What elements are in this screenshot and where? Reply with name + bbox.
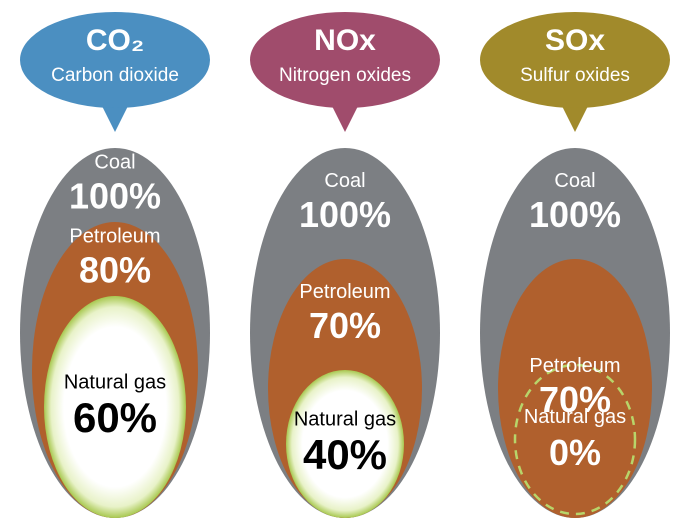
header-title: SOx <box>545 24 605 57</box>
header-pointer <box>329 100 361 132</box>
header-bubble <box>20 12 210 108</box>
value-label: 100% <box>299 194 391 235</box>
category-label: Petroleum <box>299 281 390 303</box>
natural-gas-area <box>44 296 186 518</box>
value-label: 100% <box>69 176 161 217</box>
value-label: 80% <box>79 250 151 291</box>
category-label: Coal <box>94 151 135 173</box>
category-label: Coal <box>554 170 595 192</box>
value-label: 0% <box>549 432 601 473</box>
value-label: 100% <box>529 194 621 235</box>
category-label: Petroleum <box>69 225 160 247</box>
header-bubble <box>480 12 670 108</box>
category-label: Natural gas <box>64 371 166 393</box>
header-title: NOx <box>314 24 376 57</box>
fuel-area <box>498 259 652 518</box>
category-label: Natural gas <box>524 406 626 428</box>
category-label: Coal <box>324 170 365 192</box>
empty-outline <box>513 363 637 516</box>
header-bubble <box>250 12 440 108</box>
header-pointer <box>99 100 131 132</box>
header-title: CO₂ <box>86 24 144 57</box>
header-subtitle: Sulfur oxides <box>520 65 630 86</box>
value-label: 60% <box>73 394 157 441</box>
category-label: Natural gas <box>294 408 396 430</box>
category-label: Petroleum <box>529 355 620 377</box>
value-label: 70% <box>539 379 611 420</box>
value-label: 40% <box>303 431 387 478</box>
header-subtitle: Carbon dioxide <box>51 65 179 86</box>
header-pointer <box>559 100 591 132</box>
natural-gas-area <box>286 370 404 518</box>
header-subtitle: Nitrogen oxides <box>279 65 411 86</box>
value-label: 70% <box>309 305 381 346</box>
